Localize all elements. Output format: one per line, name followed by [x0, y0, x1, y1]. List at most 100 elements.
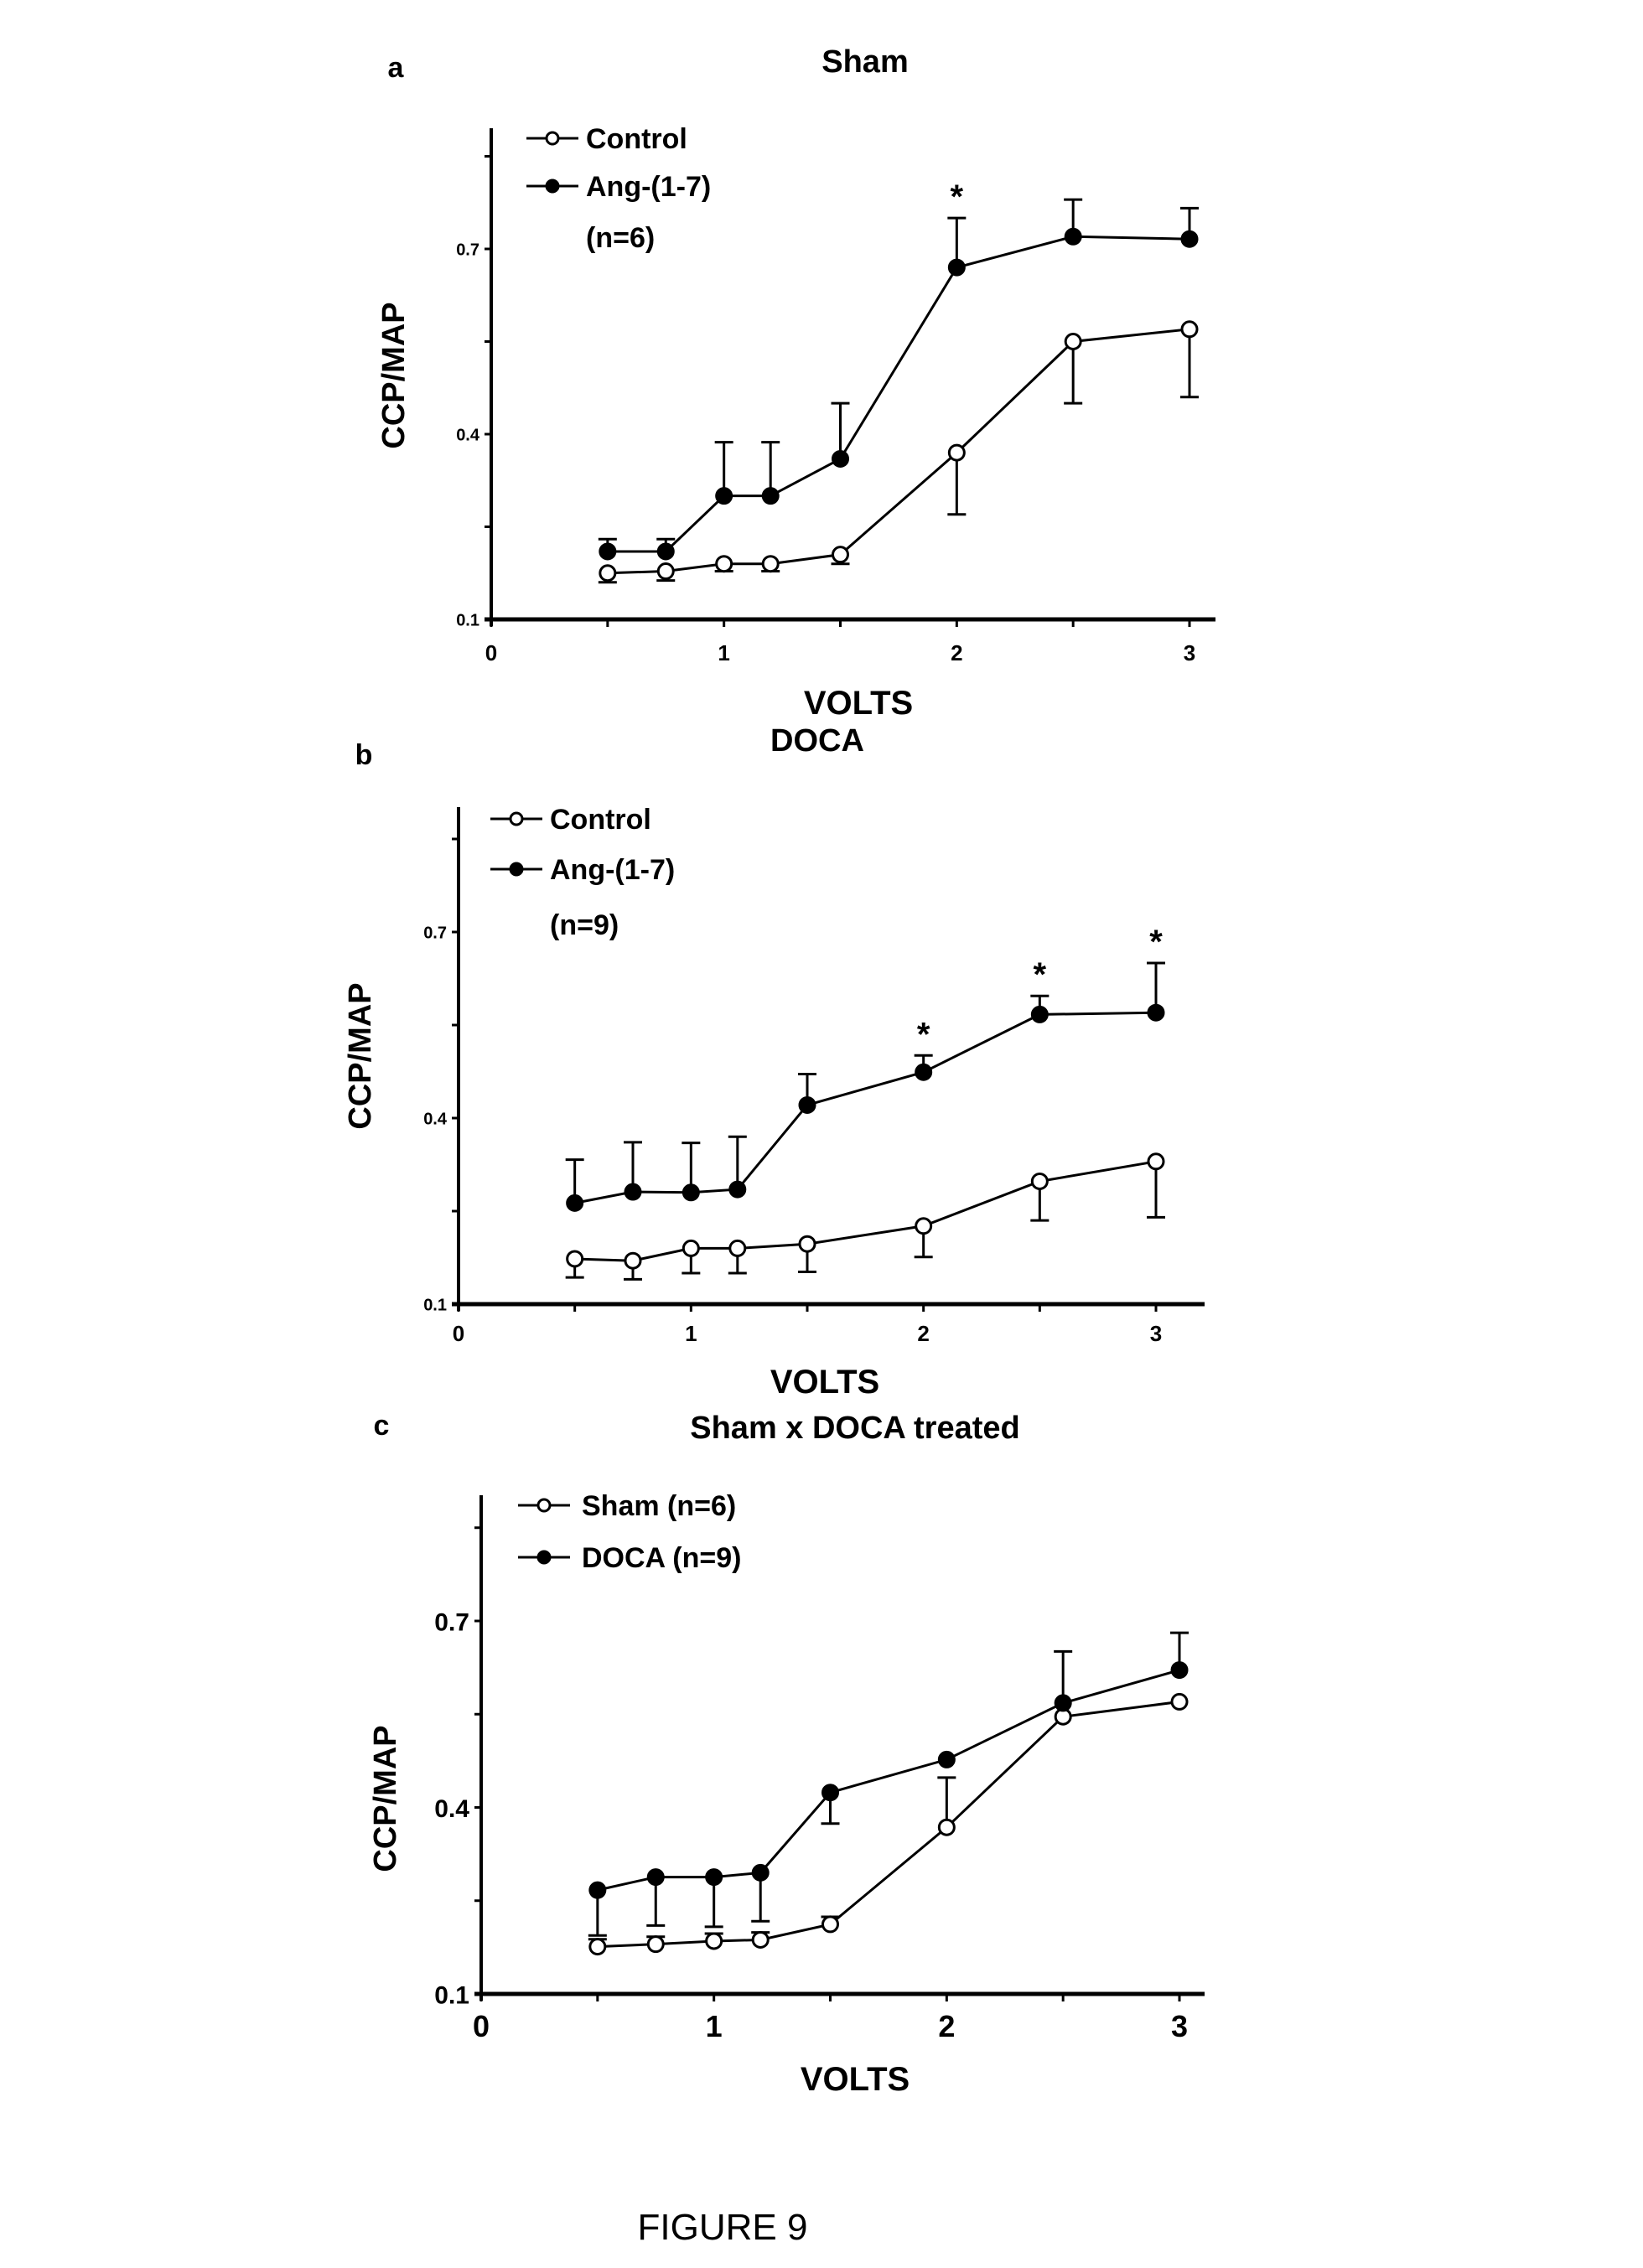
- x-tick-label: 3: [1150, 1321, 1162, 1346]
- x-tick-label: 0: [473, 2009, 490, 2043]
- series-ang-1-7-: [565, 961, 1165, 1212]
- series-ang-1-7-: [598, 198, 1199, 561]
- data-point: [728, 1180, 747, 1199]
- legend-label: DOCA (n=9): [582, 1542, 741, 1574]
- chart-panel-b: b DOCA 0.1 0.4 0.7 0 1 2 3 VOLTS CCP/MAP Control Ang…: [343, 723, 1205, 1401]
- legend-label: Sham (n=6): [582, 1490, 736, 1522]
- x-axis-label: VOLTS: [770, 1364, 879, 1401]
- y-axis-label: CCP/MAP: [368, 1725, 403, 1872]
- significance-star: *: [1034, 956, 1047, 993]
- data-point: [1064, 333, 1082, 350]
- open-circle-icon: [536, 1498, 552, 1513]
- data-point: [761, 487, 780, 505]
- data-point: [822, 1784, 839, 1802]
- x-axis-label: VOLTS: [804, 685, 913, 722]
- data-point: [1030, 1172, 1049, 1190]
- x-tick-label: 0: [485, 640, 497, 665]
- data-point: [1147, 1152, 1165, 1171]
- y-tick-label: 0.4: [434, 1795, 469, 1823]
- data-point: [1147, 1003, 1165, 1022]
- data-point: [599, 564, 617, 583]
- data-point: [588, 1881, 607, 1899]
- data-point: [1030, 1005, 1049, 1023]
- panel-label: c: [374, 1410, 390, 1442]
- figure-caption: FIGURE 9: [638, 2207, 808, 2248]
- data-point: [599, 542, 617, 561]
- data-point: [656, 562, 675, 581]
- data-point: [682, 1239, 700, 1257]
- data-point: [1180, 320, 1199, 339]
- y-tick-label: 0.7: [456, 241, 479, 260]
- x-tick-label: 1: [718, 640, 729, 665]
- data-point: [832, 449, 849, 468]
- data-point: [728, 1239, 747, 1257]
- data-point: [751, 1930, 770, 1949]
- chart-title: Sham: [822, 44, 908, 80]
- chart-panel-c: c Sham x DOCA treated 0.1 0.4 0.7 0 1 2 3 VOLTS CC…: [368, 1410, 1205, 2098]
- legend-label: Ang-(1-7): [586, 171, 711, 203]
- data-point: [1170, 1692, 1189, 1711]
- data-point: [822, 1915, 839, 1934]
- data-point: [705, 1932, 723, 1950]
- data-point: [798, 1235, 816, 1253]
- data-point: [566, 1250, 584, 1268]
- data-point: [646, 1868, 665, 1887]
- y-tick-label: 0.7: [434, 1608, 469, 1636]
- data-point: [1064, 227, 1082, 246]
- x-tick-label: 1: [685, 1321, 697, 1346]
- series-sham-n-6-: [588, 1692, 1189, 1956]
- data-point: [624, 1183, 642, 1201]
- y-tick-label: 0.1: [423, 1297, 447, 1315]
- chart-panel-a: a Sham 0.1 0.4 0.7 0 1 2 3 VOLTS CCP/MAP Control Ang…: [376, 44, 1215, 722]
- panel-label: b: [355, 739, 373, 771]
- x-tick-label: 3: [1184, 640, 1195, 665]
- data-point: [682, 1183, 700, 1202]
- data-point: [947, 258, 966, 277]
- data-point: [947, 443, 966, 462]
- legend-label: Ang-(1-7): [550, 854, 675, 886]
- filled-circle-icon: [509, 862, 524, 877]
- data-point: [656, 542, 675, 561]
- x-tick-label: 2: [951, 640, 962, 665]
- data-point: [588, 1938, 607, 1956]
- series-control: [598, 320, 1199, 584]
- data-point: [1054, 1694, 1072, 1712]
- y-tick-label: 0.7: [423, 924, 447, 943]
- legend-note: (n=6): [586, 222, 655, 254]
- data-point: [915, 1217, 933, 1235]
- series-line: [607, 235, 1190, 553]
- data-point: [624, 1251, 642, 1270]
- x-tick-label: 2: [938, 2009, 955, 2043]
- significance-star: *: [917, 1016, 930, 1053]
- data-point: [1180, 230, 1199, 248]
- series-control: [565, 1152, 1165, 1281]
- data-point: [798, 1095, 816, 1114]
- series-line: [574, 1160, 1157, 1262]
- x-tick-label: 0: [453, 1321, 464, 1346]
- y-tick-label: 0.1: [434, 1981, 469, 2009]
- data-point: [761, 555, 780, 573]
- data-point: [705, 1868, 723, 1887]
- filled-circle-icon: [545, 179, 560, 194]
- series-line: [597, 1700, 1180, 1949]
- data-point: [715, 555, 733, 573]
- series-doca-n-9-: [588, 1631, 1189, 1937]
- series-line: [607, 328, 1190, 575]
- x-tick-label: 2: [917, 1321, 929, 1346]
- data-point: [937, 1818, 956, 1836]
- y-tick-label: 0.4: [456, 427, 480, 445]
- x-tick-label: 3: [1171, 2009, 1188, 2043]
- filled-circle-icon: [536, 1550, 552, 1565]
- y-tick-label: 0.4: [423, 1111, 448, 1129]
- series-line: [574, 1011, 1157, 1204]
- chart-title: Sham x DOCA treated: [690, 1411, 1019, 1446]
- significance-star: *: [1149, 924, 1163, 961]
- data-point: [832, 546, 849, 564]
- legend-label: Control: [586, 123, 687, 155]
- data-point: [566, 1194, 584, 1212]
- data-point: [751, 1863, 770, 1882]
- data-point: [937, 1750, 956, 1768]
- x-axis-label: VOLTS: [801, 2061, 910, 2098]
- y-axis-label: CCP/MAP: [343, 982, 378, 1129]
